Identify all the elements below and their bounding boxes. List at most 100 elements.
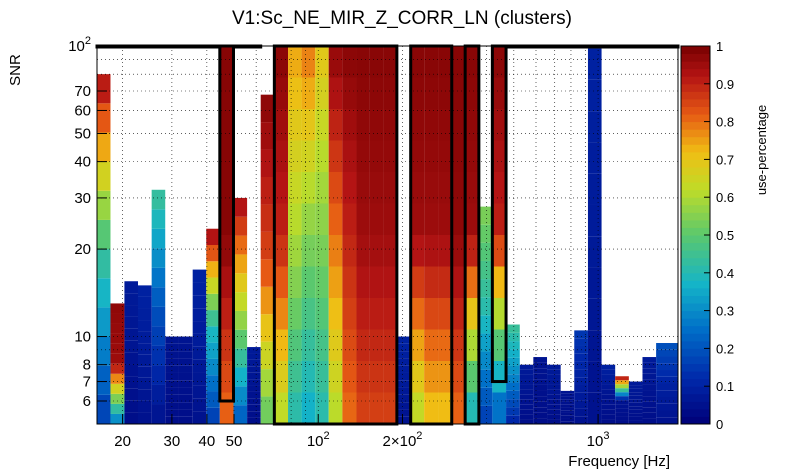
heatmap-cell	[642, 390, 657, 397]
heatmap-cell	[383, 361, 397, 393]
heatmap-cell	[574, 369, 588, 378]
heatmap-cell	[547, 379, 561, 385]
heatmap-cell	[247, 411, 261, 418]
heatmap-cell	[342, 77, 357, 109]
heatmap-cell	[587, 236, 602, 268]
heatmap-cell	[151, 228, 166, 249]
heatmap-cell	[219, 203, 234, 235]
heatmap-cell	[288, 172, 302, 204]
heatmap-cell	[492, 329, 507, 361]
heatmap-cell	[356, 298, 370, 330]
heatmap-cell	[178, 380, 193, 388]
heatmap-cell	[165, 365, 179, 373]
heatmap-cell	[274, 361, 289, 393]
heatmap-cell	[274, 266, 289, 298]
heatmap-cell	[97, 336, 111, 366]
heatmap-cell	[656, 390, 678, 398]
heatmap-cell	[574, 416, 588, 424]
heatmap-cell	[315, 140, 329, 172]
heatmap-cell	[383, 172, 397, 204]
heatmap-cell	[124, 340, 139, 353]
y-tick-label: 60	[74, 102, 91, 119]
colorbar-segment	[681, 250, 710, 259]
heatmap-cell	[424, 172, 439, 204]
colorbar-segment	[681, 144, 710, 153]
heatmap-cell	[656, 363, 678, 371]
colorbar-segment	[681, 159, 710, 168]
heatmap-cell	[301, 392, 316, 424]
heatmap-cell	[560, 421, 575, 424]
heatmap-cell	[519, 399, 534, 405]
heatmap-cell	[574, 361, 588, 370]
heatmap-cell	[192, 398, 207, 412]
heatmap-cell	[492, 77, 507, 109]
heatmap-cell	[506, 357, 520, 366]
heatmap-cell	[124, 293, 139, 306]
heatmap-cell	[601, 419, 616, 424]
heatmap-cell	[628, 385, 643, 389]
colorbar-tick-label: 0.7	[716, 152, 734, 167]
y-tick-label: 20	[74, 241, 91, 258]
heatmap-cell	[328, 329, 343, 361]
heatmap-cell	[247, 417, 261, 424]
heatmap-cell	[492, 392, 507, 424]
heatmap-cell	[260, 176, 275, 205]
heatmap-cell	[260, 94, 275, 123]
heatmap-cell	[369, 203, 384, 235]
heatmap-cell	[206, 261, 220, 278]
heatmap-cell	[315, 235, 329, 267]
heatmap-cell	[451, 235, 466, 267]
heatmap-cell	[601, 384, 616, 390]
heatmap-cell	[383, 266, 397, 298]
heatmap-cell	[615, 416, 629, 421]
heatmap-cell	[601, 399, 616, 405]
heatmap-cell	[656, 349, 678, 357]
heatmap-cell	[233, 386, 248, 406]
heatmap-cell	[587, 204, 602, 237]
colorbar-segment	[681, 401, 710, 410]
heatmap-cell	[124, 364, 139, 377]
heatmap-cell	[315, 172, 329, 204]
heatmap-cell	[97, 394, 111, 424]
heatmap-cell	[574, 377, 588, 385]
heatmap-cell	[478, 260, 493, 280]
heatmap-cell	[628, 413, 643, 417]
heatmap-cell	[356, 172, 370, 204]
heatmap-cell	[560, 401, 575, 405]
heatmap-cell	[342, 361, 357, 393]
heatmap-cell	[547, 409, 561, 415]
y-tick-label: 30	[74, 190, 91, 207]
heatmap-cell	[410, 203, 425, 235]
heatmap-cell	[219, 298, 234, 330]
heatmap-cell	[533, 368, 548, 374]
heatmap-cell	[451, 172, 466, 204]
heatmap-cell	[601, 379, 616, 385]
heatmap-cell	[424, 109, 439, 141]
heatmap-cell	[465, 329, 479, 361]
colorbar-segment	[681, 136, 710, 145]
heatmap-cell	[328, 361, 343, 393]
x-tick-label: 103	[587, 430, 610, 450]
heatmap-cell	[396, 343, 411, 352]
heatmap-cell	[342, 172, 357, 204]
colorbar-tick-label: 1	[716, 39, 723, 54]
heatmap-cell	[124, 400, 139, 413]
heatmap-cell	[547, 389, 561, 395]
heatmap-cell	[533, 362, 548, 369]
heatmap-cell	[288, 109, 302, 141]
heatmap-cell	[574, 392, 588, 401]
heatmap-cell	[274, 109, 289, 141]
heatmap-cell	[506, 407, 520, 416]
heatmap-cell	[628, 399, 643, 403]
heatmap-cell	[110, 413, 125, 424]
heatmap-cell	[342, 298, 357, 330]
heatmap-cell	[151, 365, 166, 385]
heatmap-cell	[396, 416, 411, 424]
heatmap-cell	[383, 77, 397, 109]
heatmap-cell	[519, 384, 534, 390]
heatmap-cell	[138, 389, 152, 401]
heatmap-cell	[519, 409, 534, 415]
heatmap-cell	[356, 77, 370, 109]
heatmap-cell	[615, 380, 629, 385]
heatmap-cell	[547, 404, 561, 410]
